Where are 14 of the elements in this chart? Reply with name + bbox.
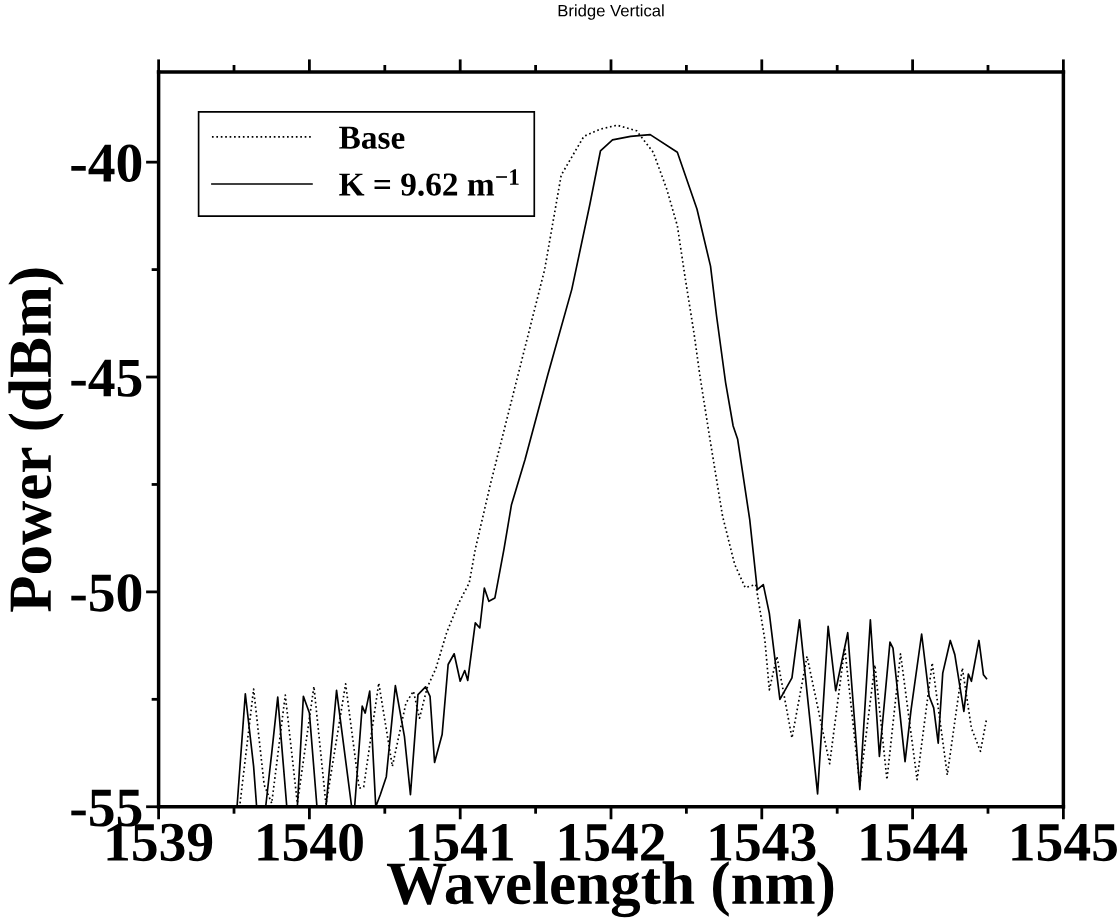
y-tick-label: -40 bbox=[71, 144, 142, 182]
x-tick-label: 1543 bbox=[710, 823, 816, 862]
legend-label: K = 9.62 m$^{−1}$ bbox=[339, 169, 519, 196]
x-tick-label: 1542 bbox=[559, 823, 665, 862]
y-tick-label: -45 bbox=[71, 359, 142, 397]
x-tick-label: 1545 bbox=[1012, 823, 1117, 862]
x-tick-label: 1544 bbox=[861, 823, 968, 862]
x-tick-label: 1540 bbox=[258, 823, 363, 862]
x-tick-label: 1541 bbox=[409, 823, 513, 862]
y-axis-title: Power (dBm) bbox=[8, 268, 64, 612]
legend-label: Base bbox=[339, 126, 405, 149]
y-tick-label: -50 bbox=[71, 574, 142, 612]
chart-title: Bridge Vertical bbox=[558, 4, 664, 20]
x-axis-title: Wavelength (nm) bbox=[386, 861, 834, 918]
